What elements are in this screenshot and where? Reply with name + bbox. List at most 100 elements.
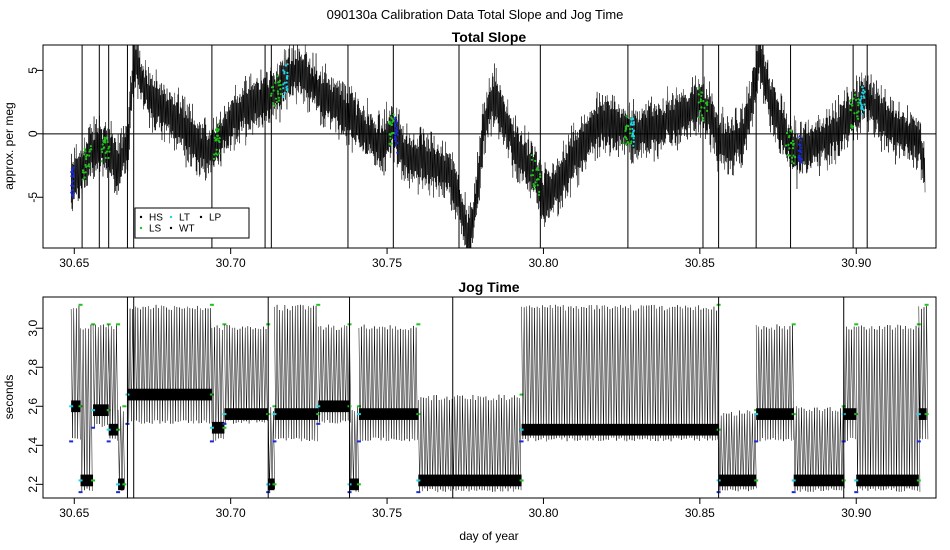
- jog-time-calibration-mark: [209, 426, 214, 429]
- calibration-point: [394, 123, 397, 126]
- calibration-point: [84, 171, 87, 174]
- calibration-point: [860, 97, 863, 100]
- jog-time-band: [127, 388, 212, 401]
- jog-time-line: [918, 306, 929, 440]
- calibration-point: [88, 154, 91, 157]
- calibration-point: [697, 101, 700, 104]
- jog-time-ytick-label: 3.0: [26, 320, 40, 337]
- jog-time-calibration-mark: [519, 393, 524, 396]
- jog-time-calibration-mark: [272, 405, 277, 408]
- calibration-point: [72, 192, 75, 195]
- jog-time-line: [349, 406, 359, 493]
- calibration-point: [702, 117, 705, 120]
- calibration-point: [625, 124, 629, 127]
- jog-time-calibration-mark: [356, 405, 361, 408]
- jog-time-line: [80, 324, 93, 492]
- calibration-point: [278, 99, 281, 102]
- calibration-point: [283, 81, 286, 84]
- jog-time-calibration-mark: [416, 479, 421, 482]
- calibration-point: [863, 103, 866, 106]
- jog-time-ytick-label: 2.2: [26, 476, 40, 493]
- jog-time-ytick-label: 2.4: [26, 437, 40, 454]
- jog-time-line: [718, 410, 757, 492]
- calibration-point: [624, 129, 627, 132]
- calibration-point: [107, 156, 110, 160]
- calibration-point: [391, 120, 394, 124]
- calibration-point: [536, 184, 539, 187]
- calibration-point: [862, 92, 865, 95]
- calibration-point: [395, 120, 398, 123]
- calibration-point: [70, 189, 73, 192]
- jog-time-line: [521, 304, 719, 442]
- calibration-point: [532, 183, 535, 186]
- jog-time-calibration-mark: [78, 405, 83, 408]
- jog-time-calibration-mark: [316, 413, 321, 416]
- jog-time-calibration-mark: [69, 405, 74, 408]
- jog-time-band: [756, 408, 794, 420]
- calibration-point: [784, 144, 788, 147]
- jog-time-xtick-label: 30.80: [528, 506, 558, 520]
- jog-time-band: [108, 423, 119, 436]
- calibration-point: [629, 123, 633, 126]
- total-slope-xtick-label: 30.75: [372, 256, 402, 270]
- calibration-point: [389, 133, 392, 137]
- calibration-point: [856, 115, 859, 118]
- legend-marker: [199, 215, 203, 219]
- jog-time-calibration-mark: [91, 426, 96, 429]
- jog-time-calibration-mark: [316, 422, 321, 425]
- calibration-point: [702, 119, 705, 122]
- calibration-point: [283, 70, 286, 74]
- calibration-point: [798, 144, 802, 147]
- total-slope-panel: Total Slope 30.65 30.70 30.75 30.80 30.85 30.…: [2, 29, 937, 270]
- jog-time-line: [418, 394, 522, 493]
- calibration-point: [535, 178, 538, 181]
- jog-time-calibration-mark: [791, 479, 796, 482]
- calibration-point: [276, 75, 279, 78]
- calibration-point: [535, 168, 538, 171]
- calibration-point: [703, 106, 706, 110]
- calibration-point: [629, 142, 633, 145]
- calibration-point: [282, 69, 285, 72]
- calibration-point: [533, 187, 536, 190]
- calibration-point: [857, 101, 860, 104]
- jog-time-calibration-mark: [222, 426, 227, 429]
- calibration-point: [275, 100, 278, 104]
- calibration-point: [624, 136, 628, 139]
- calibration-point: [101, 143, 104, 146]
- jog-time-xtick-label: 30.90: [841, 506, 871, 520]
- calibration-point: [392, 113, 395, 116]
- calibration-point: [862, 109, 865, 112]
- calibration-point: [71, 184, 74, 187]
- calibration-point: [286, 71, 289, 74]
- jog-time-plot-area: [69, 297, 929, 498]
- legend-marker: [169, 226, 173, 230]
- calibration-point: [625, 138, 628, 141]
- jog-time-calibration-mark: [91, 409, 96, 412]
- calibration-point: [81, 178, 84, 181]
- jog-time-calibration-mark: [916, 440, 921, 443]
- total-slope-ytick-label: -5: [26, 192, 40, 203]
- calibration-point: [70, 175, 73, 178]
- calibration-point: [626, 141, 629, 144]
- calibration-point: [71, 181, 74, 184]
- jog-time-calibration-mark: [356, 413, 361, 416]
- calibration-point: [697, 93, 700, 96]
- jog-time-calibration-mark: [91, 479, 96, 482]
- total-slope-ylabel: approx. per meg: [2, 102, 16, 189]
- calibration-point: [272, 102, 275, 105]
- calibration-point: [285, 89, 289, 92]
- calibration-point: [857, 97, 860, 101]
- jog-time-calibration-mark: [854, 323, 859, 326]
- calibration-point: [539, 175, 542, 178]
- calibration-point: [699, 100, 702, 103]
- calibration-point: [395, 127, 398, 130]
- calibration-point: [705, 102, 708, 105]
- calibration-point: [537, 193, 541, 196]
- calibration-point: [88, 165, 91, 168]
- total-slope-xtick-label: 30.70: [216, 256, 246, 270]
- calibration-point: [697, 116, 700, 119]
- jog-time-title: Jog Time: [458, 279, 519, 295]
- total-slope-xtick-label: 30.90: [841, 256, 871, 270]
- calibration-point: [785, 131, 789, 135]
